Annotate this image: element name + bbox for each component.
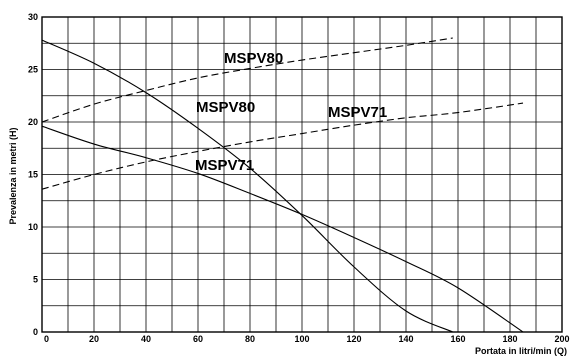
plot-frame bbox=[41, 16, 563, 333]
x-tick-label: 140 bbox=[398, 334, 413, 344]
x-tick-label: 60 bbox=[193, 334, 203, 344]
x-tick-label: 0 bbox=[44, 334, 49, 344]
y-tick-label: 15 bbox=[28, 170, 38, 180]
x-axis-label: Portata in litri/min (Q) bbox=[475, 346, 567, 356]
dashed-curve-mspv80 bbox=[41, 37, 453, 123]
y-tick-label: 25 bbox=[28, 65, 38, 75]
x-tick-label: 200 bbox=[554, 334, 569, 344]
series-labels: MSPV80 MSPV71 MSPV80 MSPV71 bbox=[195, 50, 387, 174]
series-lines bbox=[41, 37, 524, 333]
x-tick-label: 20 bbox=[89, 334, 99, 344]
x-tick-label: 80 bbox=[245, 334, 255, 344]
y-tick-label: 30 bbox=[28, 12, 38, 22]
series-label-mspv80: MSPV80 bbox=[196, 99, 255, 116]
x-tick-label: 160 bbox=[450, 334, 465, 344]
x-tick-label: 120 bbox=[346, 334, 361, 344]
x-tick-label: 180 bbox=[502, 334, 517, 344]
series-label-mspv80-dashed: MSPV80 bbox=[224, 50, 283, 67]
y-tick-label: 5 bbox=[33, 275, 38, 285]
series-label-mspv71: MSPV71 bbox=[195, 157, 254, 174]
curve-mspv80 bbox=[41, 39, 454, 333]
series-label-mspv71-dashed: MSPV71 bbox=[328, 104, 387, 121]
dashed-curve-mspv71 bbox=[41, 102, 524, 190]
y-tick-label: 10 bbox=[28, 222, 38, 232]
curve-mspv71 bbox=[41, 125, 524, 333]
y-tick-label: 0 bbox=[33, 327, 38, 337]
tick-labels: 0 20 40 60 80 100 120 140 160 180 200 0 5 10 15 20 25 30 bbox=[28, 12, 570, 344]
y-tick-label: 20 bbox=[28, 117, 38, 127]
x-tick-label: 40 bbox=[141, 334, 151, 344]
x-tick-label: 100 bbox=[294, 334, 309, 344]
y-axis-label: Prevalenza in metri (H) bbox=[8, 127, 18, 224]
grid bbox=[41, 16, 563, 333]
